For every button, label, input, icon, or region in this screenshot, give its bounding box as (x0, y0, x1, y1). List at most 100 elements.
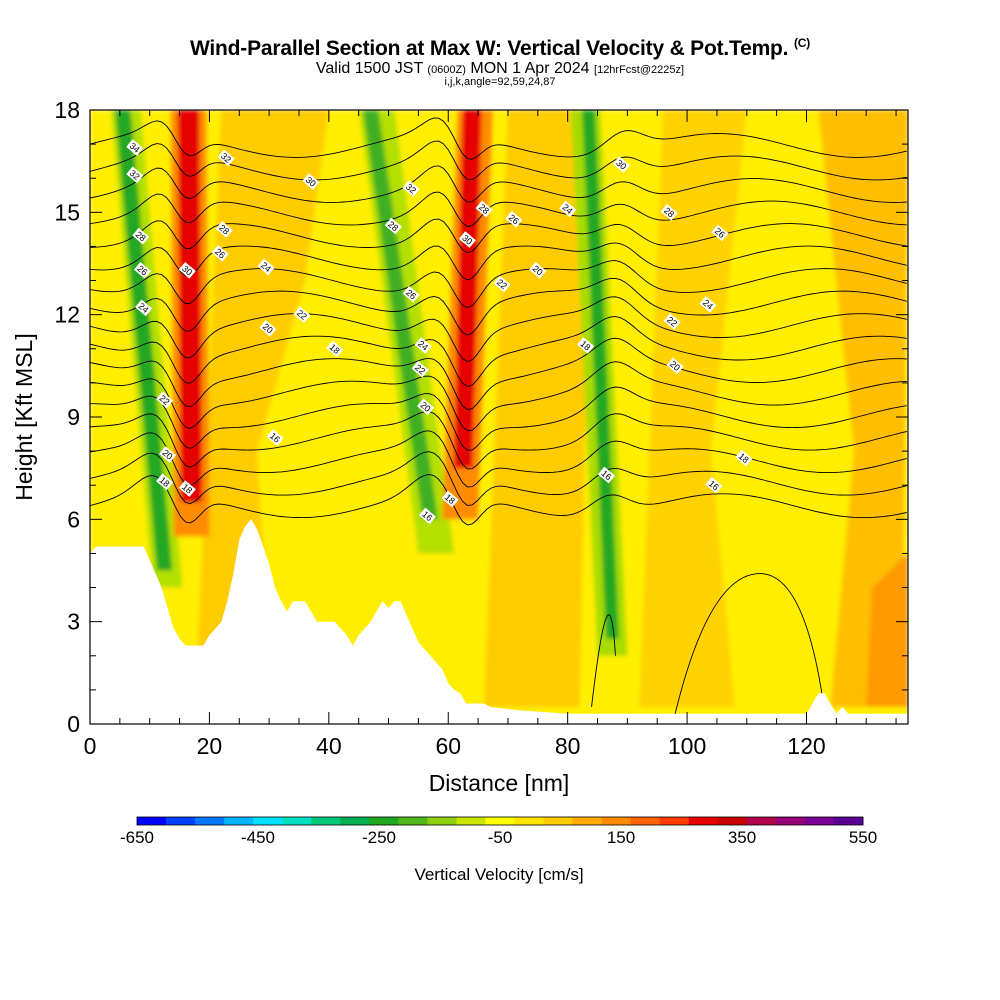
contour-label: 30 (178, 261, 196, 279)
contour-label-bg (663, 313, 681, 330)
section-parameters: i,j,k,angle=92,59,24,87 (444, 76, 556, 88)
colorbar: -650 -450 -250 -50 150 350 550 (120, 816, 877, 847)
contour-label-text: 18 (157, 475, 171, 489)
theta-contour (90, 117, 907, 160)
y-tick-label: 18 (54, 97, 80, 123)
theta-contour (90, 316, 907, 387)
contour-label: 16 (266, 429, 284, 446)
colorbar-swatch (804, 817, 835, 825)
contour-label-bg (417, 398, 435, 416)
contour-label-text: 22 (157, 393, 171, 407)
orange-band-5 (866, 553, 908, 707)
contour-label-text: 18 (443, 492, 457, 506)
contour-label-bg (505, 210, 523, 228)
contour-label: 18 (735, 449, 753, 467)
contour-label: 16 (705, 476, 723, 494)
contour-label-bg (411, 360, 429, 378)
contour-label-bg (577, 337, 595, 354)
contour-label-text: 28 (217, 223, 231, 237)
colorbar-swatch (688, 817, 719, 825)
contour-label: 30 (612, 156, 630, 173)
contour-label-bg (132, 227, 150, 245)
y-tick-label: 3 (67, 609, 80, 635)
contour-label-text: 16 (599, 468, 613, 482)
contour-label: 26 (402, 285, 420, 303)
contour-label-text: 30 (180, 263, 194, 277)
contour-label-bg (660, 203, 678, 221)
contour-label-bg (559, 200, 577, 218)
contour-label-text: 20 (668, 359, 682, 373)
contour-label-bg (259, 319, 277, 337)
contour-label-text: 28 (662, 205, 676, 219)
contour-label-bg (178, 480, 196, 497)
contour-label: 24 (135, 299, 153, 317)
contour-label-bg (126, 166, 144, 184)
contour-label-bg (126, 139, 144, 156)
contour-label: 22 (411, 360, 429, 378)
contour-label-text: 24 (259, 260, 273, 274)
theta-contour (90, 218, 907, 254)
theta-contour (674, 573, 825, 714)
contour-label: 16 (597, 466, 616, 484)
x-tick-label: 0 (84, 733, 97, 759)
contour-label: 26 (505, 210, 523, 228)
colorbar-swatch (485, 817, 516, 825)
theta-contour (90, 296, 907, 362)
contour-label: 28 (215, 221, 233, 238)
theta-contour (90, 337, 907, 410)
valid-time: Valid 1500 JST (315, 60, 423, 77)
title-text: Wind-Parallel Section at Max W: Vertical… (189, 37, 789, 60)
x-axis-label: Distance [nm] (429, 770, 570, 796)
x-tick-label: 80 (555, 733, 581, 759)
theta-contour (90, 386, 907, 451)
theta-contour (90, 260, 907, 309)
contour-label-text: 22 (295, 308, 309, 322)
contour-label: 26 (133, 261, 152, 279)
colorbar-tick-label: -250 (362, 828, 396, 847)
contour-label-bg (475, 200, 493, 218)
chart-subtitle: Valid 1500 JST (0600Z) MON 1 Apr 2024 [1… (0, 60, 1000, 78)
contour-label: 28 (660, 203, 678, 221)
contour-label: 30 (458, 231, 476, 248)
colorbar-frame (136, 816, 864, 826)
contour-label-text: 26 (135, 263, 149, 277)
orange-band-4 (818, 110, 908, 707)
theta-contour (90, 277, 907, 336)
contour-label-text: 20 (261, 321, 275, 335)
downdraft-2-core (362, 110, 439, 520)
downdraft-3-core (581, 110, 620, 639)
contour-label: 16 (418, 507, 436, 525)
copyright-mark: (C) (793, 36, 811, 50)
contour-label: 32 (402, 180, 420, 197)
x-tick-label: 100 (668, 733, 706, 759)
contour-label-bg (266, 429, 284, 446)
x-tick-label: 20 (197, 733, 223, 759)
x-tick-label: 40 (316, 733, 342, 759)
colorbar-swatch (166, 817, 196, 825)
contour-label: 18 (577, 337, 595, 354)
contour-label-bg (215, 221, 233, 238)
contour-label-text: 16 (420, 509, 434, 523)
colorbar-tick-label: -450 (241, 828, 275, 847)
contour-label: 18 (156, 473, 174, 491)
contour-label-text: 30 (614, 158, 628, 172)
contour-label-text: 24 (701, 298, 715, 312)
updraft-1-core (177, 110, 203, 503)
y-tick-label: 15 (54, 199, 80, 225)
contour-label-text: 18 (328, 342, 342, 356)
potential-temperature-contours (90, 117, 907, 714)
colorbar-label: Vertical Velocity [cm/s] (414, 865, 583, 884)
theta-contour (90, 411, 907, 470)
contour-label-bg (666, 357, 684, 375)
contour-label: 20 (159, 446, 177, 463)
valid-date: MON 1 Apr 2024 (470, 60, 590, 77)
contour-label: 26 (211, 244, 229, 262)
chart-title: Wind-Parallel Section at Max W: Vertical… (0, 36, 1000, 61)
contour-label-bg (135, 299, 153, 317)
theta-contour (591, 614, 616, 707)
colorbar-swatch (717, 817, 748, 825)
contour-label-bg (597, 466, 616, 484)
contour-label-bg (159, 446, 177, 463)
contour-label: 28 (384, 217, 402, 235)
